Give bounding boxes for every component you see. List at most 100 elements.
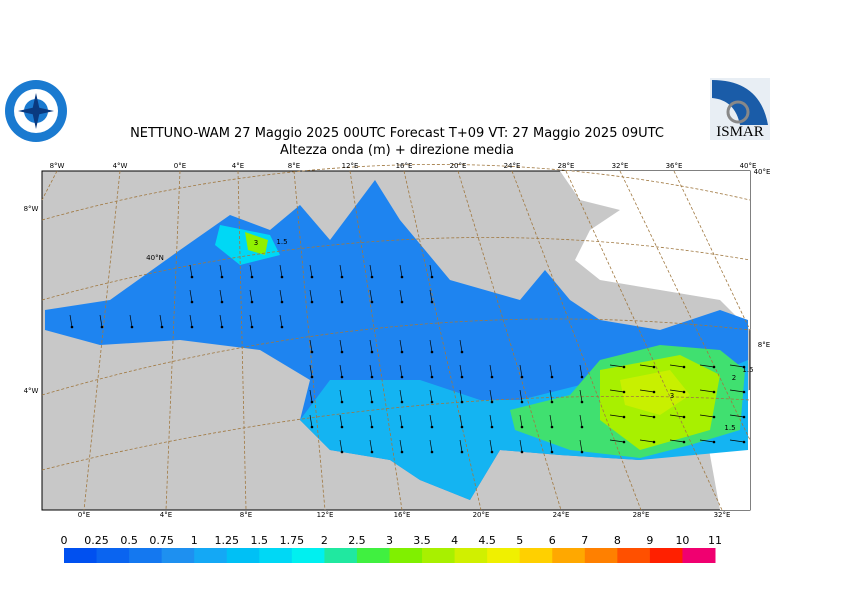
colorbar-label: 9 [646,534,653,547]
arrow [219,264,223,278]
arrow [699,389,715,393]
bottom-label: 12°E [317,511,334,519]
colorbar-swatch [422,548,456,563]
arrow [639,364,655,368]
colorbar-swatch [617,548,651,563]
colorbar-label: 3 [386,534,393,547]
arrow-head [400,400,404,404]
arrow [549,439,553,453]
arrow [339,364,343,378]
left-label: 4°W [24,387,39,395]
arrow [519,364,523,378]
arrow-head [520,400,524,404]
map [41,164,751,511]
top-label: 0°E [174,162,186,170]
arrow-head [550,375,554,379]
arrow [339,439,343,453]
colorbar: 0 0.25 0.5 0.75 1 1.25 1.5 1.75 2 2.5 3 3.5 4 4.5 5 6 7 8… [61,534,722,563]
arrow [729,414,745,418]
arrow-head [220,275,224,279]
arrow [219,289,223,303]
arrow [219,314,223,328]
top-label: 32°E [612,162,629,170]
colorbar-swatch [584,548,618,563]
arrow [429,364,433,378]
colorbar-label: 3.5 [413,534,431,547]
arrow-head [280,300,284,304]
arrow [489,389,493,403]
arrow-head [742,415,746,419]
right-label: 8°E [758,341,770,349]
arrow-head [622,390,626,394]
arrow [429,289,433,303]
arrow [519,439,523,453]
arrow-head [580,450,584,454]
top-label: 4°E [232,162,244,170]
arrow-head [682,440,686,444]
arrow [729,389,745,393]
arrow-head [550,400,554,404]
top-label: 8°W [50,162,65,170]
colorbar-swatch [519,548,553,563]
arrow [609,364,625,368]
contour-label: 3 [670,392,674,400]
inner-label: 40°N [146,254,164,262]
arrow [309,414,313,428]
arrow [699,439,715,443]
logo-right: ISMAR [710,78,770,140]
arrow [459,414,463,428]
colorbar-label: 1.25 [215,534,240,547]
colorbar-swatch [649,548,683,563]
colorbar-label: 1 [191,534,198,547]
arrow-head [622,440,626,444]
arrow [249,289,253,303]
arrow-head [652,365,656,369]
arrow [459,439,463,453]
arrow [639,389,655,393]
arrow-head [220,300,224,304]
colorbar-label: 1.75 [280,534,305,547]
arrow [399,414,403,428]
arrow [399,264,403,278]
colorbar-swatch [259,548,293,563]
arrow [369,289,373,303]
arrow-head [100,325,104,329]
top-label: 24°E [504,162,521,170]
arrow-head [460,400,464,404]
arrow-head [580,425,584,429]
bottom-label: 28°E [633,511,650,519]
arrow [429,264,433,278]
contour-label: 2 [732,374,736,382]
top-label: 28°E [558,162,575,170]
arrow-head [490,375,494,379]
colorbar-label: 2.5 [348,534,366,547]
arrow-head [652,440,656,444]
arrow-head [490,425,494,429]
arrow [339,389,343,403]
arrow-head [460,350,464,354]
colorbar-label: 0 [61,534,68,547]
contour-label: 1.5 [276,238,287,246]
bottom-label: 4°E [160,511,172,519]
arrow [399,389,403,403]
arrow [669,389,685,393]
arrow-head [340,375,344,379]
arrow [489,439,493,453]
arrow-head [652,390,656,394]
arrow-head [490,450,494,454]
arrow-head [550,450,554,454]
colorbar-label: 1.5 [251,534,269,547]
arrow-head [250,325,254,329]
colorbar-swatch [389,548,423,563]
arrow [699,364,715,368]
arrow-head [310,375,314,379]
arrow [429,389,433,403]
colorbar-label: 4.5 [478,534,496,547]
colorbar-swatch [324,548,358,563]
arrow-head [310,275,314,279]
arrow-head [712,365,716,369]
arrow-head [400,375,404,379]
top-label: 20°E [450,162,467,170]
arrow [639,439,655,443]
